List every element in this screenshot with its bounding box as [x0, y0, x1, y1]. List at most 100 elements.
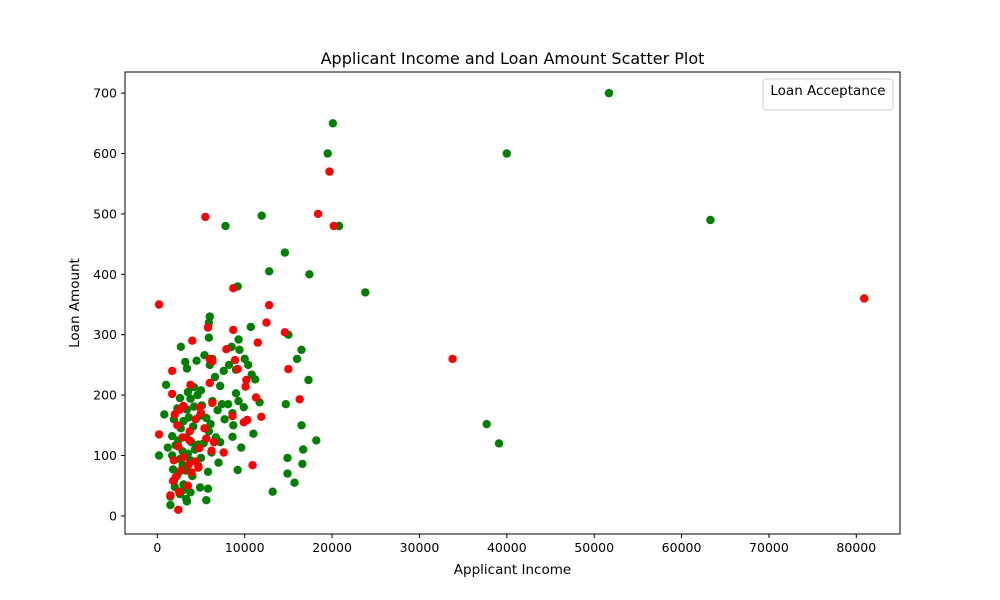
- scatter-point: [186, 380, 195, 389]
- scatter-point: [201, 212, 210, 222]
- scatter-point: [194, 463, 203, 472]
- scatter-point: [170, 410, 179, 419]
- scatter-point: [242, 375, 251, 385]
- scatter-point: [204, 333, 214, 342]
- scatter-point: [182, 364, 192, 373]
- scatter-point: [174, 505, 183, 514]
- scatter-point: [181, 357, 190, 367]
- scatter-point: [192, 356, 201, 365]
- scatter-point: [262, 318, 271, 327]
- scatter-point: [187, 468, 196, 477]
- scatter-point: [166, 491, 175, 500]
- scatter-point: [168, 432, 177, 441]
- x-tick-label: 50000: [574, 540, 614, 555]
- scatter-point: [189, 402, 199, 411]
- scatter-point: [154, 430, 164, 439]
- points-layer: [154, 88, 869, 514]
- scatter-point: [229, 421, 238, 430]
- scatter-point: [281, 400, 290, 409]
- scatter-point: [178, 433, 187, 442]
- scatter-point: [448, 354, 457, 364]
- scatter-point: [228, 412, 237, 421]
- scatter-point: [214, 458, 223, 467]
- scatter-point: [297, 421, 306, 430]
- scatter-point: [179, 453, 188, 462]
- scatter-point: [234, 396, 243, 406]
- scatter-point: [233, 465, 242, 475]
- scatter-point: [234, 335, 243, 344]
- scatter-point: [173, 421, 182, 430]
- x-tick-label: 0: [153, 540, 161, 555]
- scatter-point: [195, 444, 204, 453]
- scatter-point: [706, 215, 715, 225]
- scatter-point: [209, 438, 219, 447]
- scatter-point: [206, 419, 215, 429]
- scatter-point: [205, 378, 214, 388]
- scatter-point: [219, 366, 228, 376]
- scatter-point: [312, 436, 321, 445]
- y-tick-label: 100: [93, 448, 117, 463]
- scatter-point: [216, 381, 225, 391]
- scatter-point: [290, 478, 299, 487]
- scatter-point: [284, 364, 293, 374]
- scatter-point: [251, 393, 261, 402]
- scatter-point: [175, 393, 185, 403]
- scatter-point: [304, 375, 313, 385]
- scatter-point: [230, 355, 240, 365]
- scatter-point: [860, 294, 869, 303]
- y-tick-label: 700: [93, 86, 117, 101]
- scatter-point: [176, 466, 186, 475]
- legend: Loan Acceptance: [762, 78, 894, 111]
- scatter-point: [361, 288, 370, 297]
- scatter-point: [200, 424, 209, 433]
- scatter-point: [223, 400, 233, 409]
- scatter-point: [185, 436, 194, 445]
- legend-box: [762, 78, 894, 111]
- scatter-point: [229, 284, 238, 293]
- y-tick-label: 400: [93, 267, 117, 282]
- scatter-point: [175, 487, 184, 496]
- scatter-point: [216, 438, 225, 447]
- scatter-point: [305, 270, 314, 279]
- scatter-point: [292, 354, 302, 364]
- scatter-point: [239, 403, 248, 412]
- y-tick-label: 300: [93, 327, 117, 342]
- scatter-point: [217, 400, 227, 409]
- y-tick-label: 600: [93, 146, 117, 161]
- scatter-point: [195, 483, 205, 492]
- scatter-point: [265, 300, 274, 310]
- scatter-point: [203, 467, 213, 476]
- scatter-point: [213, 406, 222, 415]
- scatter-point: [604, 88, 614, 98]
- x-tick-label: 30000: [400, 540, 440, 555]
- scatter-point: [184, 460, 193, 469]
- scatter-point: [257, 211, 266, 220]
- scatter-point: [239, 418, 248, 427]
- x-tick-label: 60000: [662, 540, 702, 555]
- scatter-point: [265, 267, 274, 276]
- scatter-point: [295, 395, 304, 404]
- scatter-point: [268, 487, 277, 496]
- scatter-point: [297, 345, 306, 354]
- scatter-point: [299, 445, 308, 454]
- scatter-point: [482, 419, 491, 429]
- scatter-point: [196, 409, 206, 418]
- scatter-point: [193, 390, 202, 400]
- scatter-point: [176, 342, 186, 351]
- scatter-point: [228, 432, 237, 441]
- scatter-point: [188, 336, 197, 345]
- scatter-point: [219, 448, 228, 457]
- scatter-point: [154, 451, 164, 460]
- scatter-point: [220, 415, 229, 424]
- scatter-point: [202, 434, 211, 443]
- scatter-point: [163, 443, 172, 452]
- x-axis-label: Applicant Income: [454, 562, 571, 578]
- scatter-point: [325, 167, 334, 176]
- scatter-point: [186, 394, 195, 403]
- scatter-point: [224, 360, 234, 370]
- scatter-point: [203, 323, 213, 332]
- scatter-point: [203, 484, 213, 493]
- ticks-layer: 0 10000 20000 30000 40000 50000 60000 70000 8000…: [93, 86, 876, 555]
